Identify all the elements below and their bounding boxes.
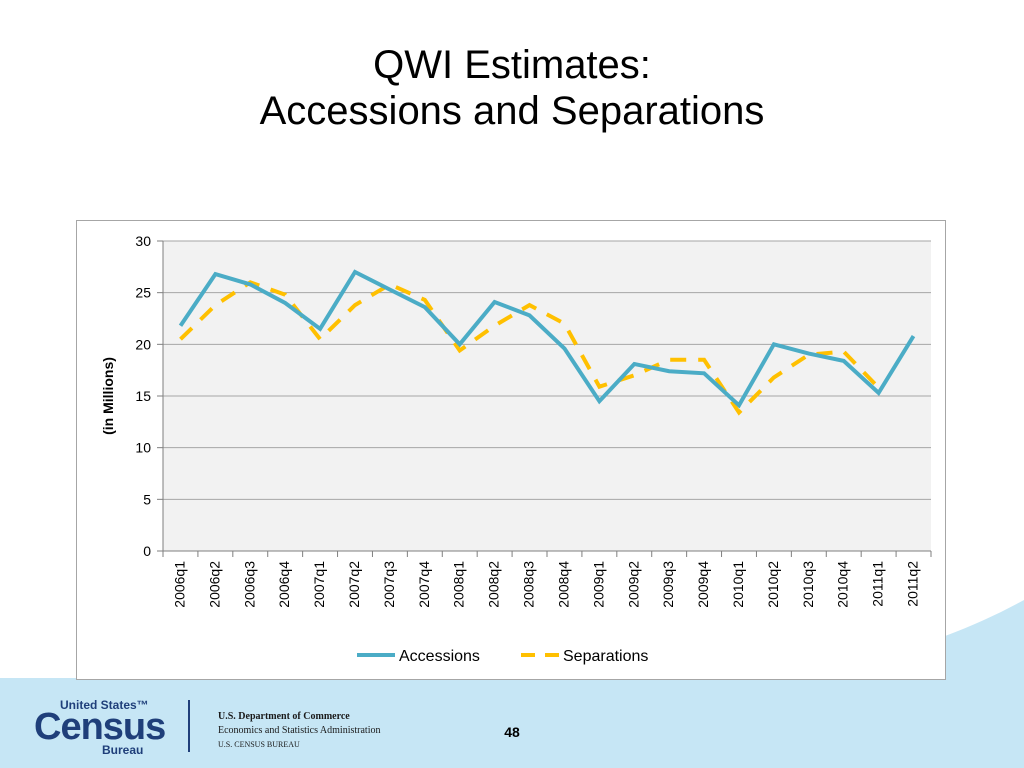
legend-label-separations: Separations bbox=[563, 648, 648, 665]
x-tick-label: 2010q1 bbox=[730, 561, 746, 608]
x-tick-label: 2008q3 bbox=[521, 561, 537, 608]
census-logo: United States™ Census Bureau bbox=[34, 698, 166, 757]
y-tick-label: 10 bbox=[135, 440, 151, 456]
agency-administration: Economics and Statistics Administration bbox=[218, 725, 381, 736]
x-tick-label: 2008q1 bbox=[451, 561, 467, 608]
x-tick-label: 2008q4 bbox=[555, 561, 571, 608]
slide-title: QWI Estimates: Accessions and Separation… bbox=[0, 42, 1024, 134]
x-tick-label: 2009q3 bbox=[660, 561, 676, 608]
agency-department: U.S. Department of Commerce bbox=[218, 711, 350, 722]
chart-frame: 0 5 10 15 20 25 30 2006q1 2006q2 2006q3 2006q4 2007… bbox=[76, 220, 946, 680]
y-tick-label: 15 bbox=[135, 388, 151, 404]
x-tick-label: 2008q2 bbox=[486, 561, 502, 608]
y-tick-label: 30 bbox=[135, 233, 151, 249]
x-tick-label: 2011q1 bbox=[870, 561, 886, 607]
y-tick-label: 20 bbox=[135, 336, 151, 352]
agency-block: U.S. Department of Commerce Economics an… bbox=[218, 710, 381, 752]
logo-united-states: United States™ bbox=[60, 698, 149, 712]
x-tick-label: 2007q4 bbox=[416, 561, 432, 608]
footer-wave-band bbox=[0, 600, 1024, 768]
y-tick-label: 5 bbox=[143, 491, 151, 507]
x-tick-label: 2009q2 bbox=[625, 561, 641, 608]
line-chart: 0 5 10 15 20 25 30 2006q1 2006q2 2006q3 2006q4 2007… bbox=[100, 233, 932, 665]
y-tick-label: 0 bbox=[143, 543, 151, 559]
x-tick-label: 2007q1 bbox=[311, 561, 327, 608]
agency-bureau: U.S. CENSUS BUREAU bbox=[218, 740, 300, 749]
x-tick-label: 2009q4 bbox=[695, 561, 711, 608]
x-tick-label: 2007q3 bbox=[381, 561, 397, 608]
x-tick-label: 2010q2 bbox=[765, 561, 781, 608]
slide-title-line2: Accessions and Separations bbox=[259, 89, 765, 133]
logo-census: Census bbox=[34, 706, 166, 748]
x-tick-label: 2006q3 bbox=[241, 561, 257, 608]
footer-divider bbox=[188, 700, 190, 752]
legend-label-accessions: Accessions bbox=[399, 648, 480, 665]
x-tick-label: 2010q4 bbox=[835, 561, 851, 608]
footer-wave-shape bbox=[0, 600, 1024, 768]
x-tick-label: 2009q1 bbox=[590, 561, 606, 608]
logo-bureau: Bureau bbox=[102, 743, 144, 757]
y-axis-label: (in Millions) bbox=[100, 357, 116, 435]
x-tick-label: 2006q2 bbox=[206, 561, 222, 608]
x-tick-label: 2011q2 bbox=[905, 561, 921, 607]
page-number: 48 bbox=[504, 724, 520, 740]
x-tick-label: 2006q4 bbox=[276, 561, 292, 608]
x-tick-label: 2007q2 bbox=[346, 561, 362, 608]
x-tick-label: 2010q3 bbox=[800, 561, 816, 608]
series-line-accessions bbox=[178, 269, 916, 409]
y-tick-label: 25 bbox=[135, 285, 151, 301]
x-tick-label: 2006q1 bbox=[171, 561, 187, 608]
slide-title-line1: QWI Estimates: bbox=[373, 43, 651, 87]
